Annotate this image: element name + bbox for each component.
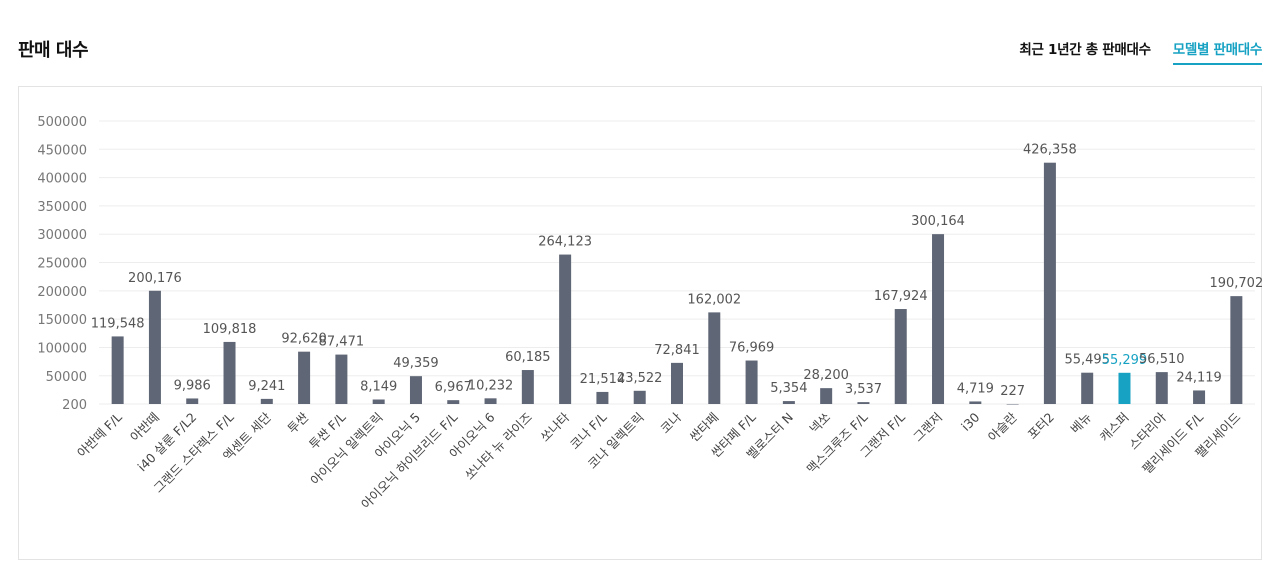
bar[interactable] bbox=[372, 399, 385, 404]
data-label: 8,149 bbox=[360, 379, 397, 394]
bars bbox=[111, 162, 1243, 405]
bar[interactable] bbox=[223, 341, 236, 404]
bar[interactable] bbox=[148, 290, 161, 404]
bar[interactable] bbox=[1193, 390, 1206, 404]
bar[interactable] bbox=[596, 391, 609, 404]
y-tick-label: 450000 bbox=[37, 143, 87, 158]
tab-total-sales[interactable]: 최근 1년간 총 판매대수 bbox=[1019, 42, 1151, 58]
data-label: 109,818 bbox=[203, 322, 257, 337]
x-tick-label: 싼타페 bbox=[686, 410, 721, 445]
x-tick-label: i30 bbox=[958, 409, 982, 433]
bar[interactable] bbox=[633, 390, 646, 404]
bar[interactable] bbox=[559, 254, 572, 404]
bar[interactable] bbox=[857, 402, 870, 404]
data-label: 4,719 bbox=[957, 381, 994, 396]
data-label: 60,185 bbox=[505, 350, 551, 365]
y-tick-label: 200 bbox=[62, 398, 87, 413]
data-label: 119,548 bbox=[91, 316, 145, 331]
x-tick-label: 베뉴 bbox=[1067, 410, 1094, 437]
grid-lines bbox=[99, 120, 1255, 405]
data-label: 3,537 bbox=[845, 382, 882, 397]
data-label: 5,354 bbox=[770, 381, 807, 396]
x-tick-label: 아슬란 bbox=[985, 409, 1020, 444]
bar[interactable] bbox=[820, 388, 833, 404]
data-label: 9,986 bbox=[174, 378, 211, 393]
x-tick-label: 투싼 bbox=[284, 409, 311, 436]
x-tick-label: 포터2 bbox=[1025, 410, 1057, 442]
bar[interactable] bbox=[260, 398, 273, 404]
data-label: 200,176 bbox=[128, 271, 182, 286]
x-tick-label: 넥쏘 bbox=[806, 410, 833, 437]
data-label: 167,924 bbox=[874, 289, 928, 304]
bar[interactable] bbox=[671, 362, 683, 404]
bar[interactable] bbox=[447, 400, 460, 404]
y-tick-label: 150000 bbox=[37, 313, 87, 328]
data-label: 10,232 bbox=[468, 378, 514, 393]
bar[interactable] bbox=[745, 360, 758, 404]
data-label: 21,514 bbox=[580, 372, 626, 387]
data-label: 72,841 bbox=[654, 343, 700, 358]
data-label: 92,620 bbox=[281, 332, 327, 347]
data-label: 227 bbox=[1000, 384, 1025, 399]
bar[interactable] bbox=[484, 398, 497, 404]
data-label: 28,200 bbox=[803, 368, 849, 383]
y-tick-label: 400000 bbox=[37, 172, 87, 187]
chart-container: 500000 450000 400000 350000 300000 250000 2000… bbox=[18, 86, 1263, 560]
y-tick-label: 50000 bbox=[46, 370, 87, 385]
bar[interactable] bbox=[409, 376, 422, 404]
chart-tabs: 최근 1년간 총 판매대수 모델별 판매대수 bbox=[1019, 38, 1262, 65]
y-tick-label: 500000 bbox=[37, 115, 87, 130]
bar[interactable] bbox=[708, 312, 721, 404]
data-label: 300,164 bbox=[911, 214, 965, 229]
x-tick-label: 쏘나타 뉴 라이즈 bbox=[462, 410, 535, 483]
data-label: 426,358 bbox=[1023, 143, 1077, 158]
bar[interactable] bbox=[969, 401, 982, 404]
bar[interactable] bbox=[111, 336, 124, 404]
data-label: 87,471 bbox=[319, 335, 365, 350]
bar[interactable] bbox=[782, 401, 795, 404]
data-label: 6,967 bbox=[435, 380, 472, 395]
data-label: 190,702 bbox=[1209, 276, 1263, 291]
bar[interactable] bbox=[521, 370, 534, 404]
y-tick-label: 250000 bbox=[37, 257, 87, 272]
bar[interactable] bbox=[894, 309, 907, 404]
bar[interactable] bbox=[1081, 372, 1094, 404]
y-tick-label: 200000 bbox=[37, 285, 87, 300]
data-labels: 119,548 200,176 9,986 109,818 9,241 92,62087,… bbox=[91, 143, 1263, 399]
bar[interactable] bbox=[335, 354, 348, 404]
y-tick-label: 300000 bbox=[37, 228, 87, 243]
y-tick-label: 100000 bbox=[37, 341, 87, 356]
x-tick-label: 쏘나타 bbox=[537, 409, 572, 444]
x-tick-label: 아반떼 bbox=[127, 410, 162, 445]
x-tick-label: 코나 bbox=[657, 409, 684, 436]
bar[interactable] bbox=[1230, 296, 1243, 404]
bar[interactable] bbox=[932, 234, 945, 404]
data-label: 264,123 bbox=[538, 235, 592, 250]
data-label: 56,510 bbox=[1139, 352, 1185, 367]
tab-model-sales[interactable]: 모델별 판매대수 bbox=[1172, 38, 1262, 65]
bar[interactable] bbox=[1006, 403, 1019, 405]
bar[interactable] bbox=[1043, 162, 1056, 404]
bar[interactable] bbox=[186, 398, 199, 404]
x-tick-label: 그랜저 bbox=[910, 410, 945, 445]
bar[interactable] bbox=[1155, 372, 1168, 404]
bar-chart: 500000 450000 400000 350000 300000 250000 2000… bbox=[37, 115, 1263, 512]
y-tick-label: 350000 bbox=[37, 200, 87, 215]
x-tick-label: 캐스퍼 bbox=[1097, 410, 1132, 445]
x-tick-label: 아반떼 F/L bbox=[74, 409, 125, 460]
bar[interactable] bbox=[1118, 372, 1131, 404]
data-label: 9,241 bbox=[248, 379, 285, 394]
data-label: 49,359 bbox=[393, 356, 439, 371]
data-label: 76,969 bbox=[729, 341, 775, 356]
data-label: 23,522 bbox=[617, 371, 663, 386]
data-label: 24,119 bbox=[1176, 370, 1222, 385]
y-axis: 500000 450000 400000 350000 300000 250000 2000… bbox=[37, 115, 87, 413]
data-label: 55,495 bbox=[1064, 353, 1110, 368]
data-label: 162,002 bbox=[687, 292, 741, 307]
bar[interactable] bbox=[298, 351, 311, 404]
page-title: 판매 대수 bbox=[18, 40, 89, 61]
data-label: 55,299 bbox=[1102, 353, 1148, 368]
